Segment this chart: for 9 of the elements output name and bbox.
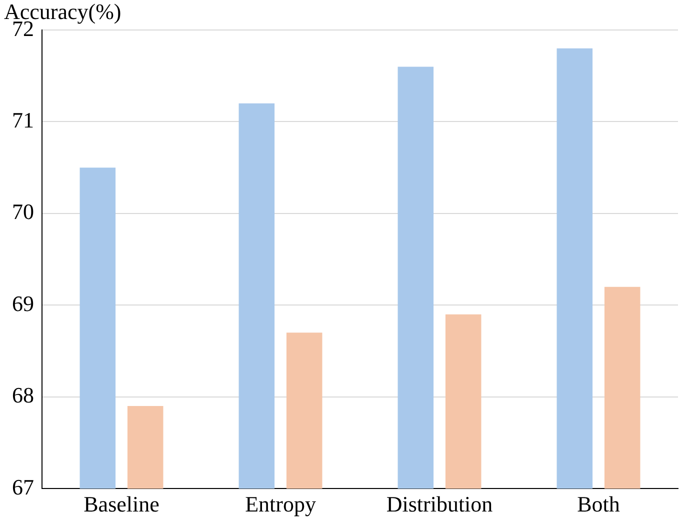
x-tick-label: Baseline (84, 492, 160, 517)
x-tick-label: Both (577, 492, 620, 517)
y-tick-label: 70 (12, 199, 34, 224)
y-tick-label: 71 (12, 108, 34, 132)
y-tick-label: 68 (12, 382, 34, 408)
x-tick-label: Distribution (386, 492, 493, 517)
y-tick-label: 67 (12, 474, 34, 500)
x-tick-label: Entropy (245, 492, 316, 517)
y-tick-label: 69 (12, 290, 34, 316)
